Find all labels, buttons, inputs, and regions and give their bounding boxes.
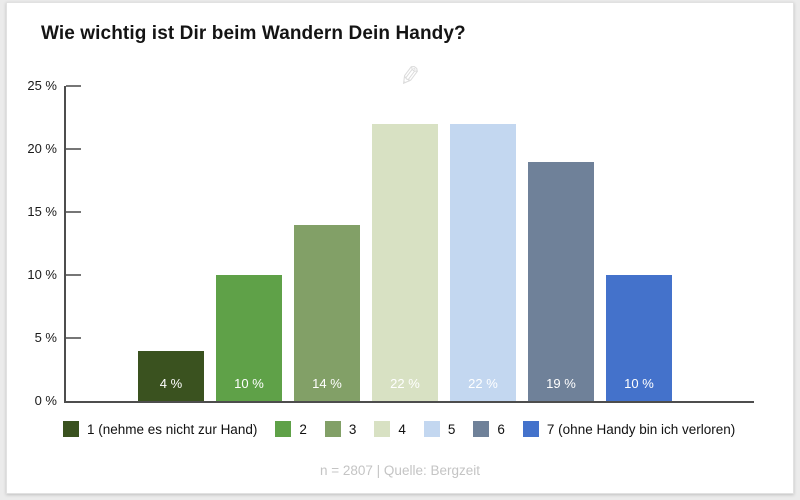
bar-value-label: 22 % bbox=[468, 376, 498, 391]
legend-item-4: 4 bbox=[374, 421, 406, 437]
y-tick-label: 10 % bbox=[27, 267, 57, 282]
legend-item-7: 7 (ohne Handy bin ich verloren) bbox=[522, 421, 736, 437]
chart-title: Wie wichtig ist Dir beim Wandern Dein Ha… bbox=[41, 23, 466, 44]
y-tick-mark bbox=[66, 337, 81, 339]
legend-item-2: 2 bbox=[275, 421, 307, 437]
legend-swatch-icon bbox=[275, 421, 292, 437]
legend-label: 1 (nehme es nicht zur Hand) bbox=[87, 421, 258, 437]
legend-label: 5 bbox=[447, 421, 456, 437]
legend-item-3: 3 bbox=[324, 421, 357, 437]
legend: 1 (nehme es nicht zur Hand) 2 3 4 5 6 7 (ohne … bbox=[63, 421, 735, 437]
legend-label: 7 (ohne Handy bin ich verloren) bbox=[546, 421, 736, 437]
bar-5: 22 % bbox=[450, 123, 516, 401]
legend-swatch-icon bbox=[473, 421, 490, 437]
bar-1: 4 % bbox=[138, 350, 204, 401]
legend-label: 3 bbox=[348, 421, 357, 437]
chart-card: Wie wichtig ist Dir beim Wandern Dein Ha… bbox=[6, 2, 794, 494]
legend-item-1: 1 (nehme es nicht zur Hand) bbox=[63, 421, 257, 437]
bar-value-label: 14 % bbox=[312, 376, 342, 391]
bar-group: 4 % 10 % 14 % 22 % 22 % 19 % 10 % bbox=[138, 86, 672, 401]
bar-2: 10 % bbox=[216, 275, 282, 401]
x-axis bbox=[64, 401, 754, 403]
y-tick-label: 5 % bbox=[34, 330, 57, 345]
legend-swatch-icon bbox=[374, 421, 391, 437]
legend-swatch-icon bbox=[324, 421, 341, 437]
y-tick-label: 25 % bbox=[27, 78, 57, 93]
bar-value-label: 22 % bbox=[390, 376, 420, 391]
bar-value-label: 4 % bbox=[159, 376, 183, 391]
y-tick-mark bbox=[66, 211, 81, 213]
bar-value-label: 10 % bbox=[624, 376, 654, 391]
legend-item-6: 6 bbox=[473, 421, 505, 437]
legend-label: 4 bbox=[398, 421, 406, 437]
legend-label: 2 bbox=[299, 421, 307, 437]
legend-label: 6 bbox=[497, 421, 505, 437]
y-axis bbox=[64, 86, 66, 401]
plot-area: 4 % 10 % 14 % 22 % 22 % 19 % 10 % 0 % 5 % 10 % 15… bbox=[27, 78, 754, 408]
bar-6: 19 % bbox=[528, 161, 594, 401]
bar-3: 14 % bbox=[294, 224, 360, 401]
bar-value-label: 10 % bbox=[234, 376, 264, 391]
y-tick-mark bbox=[66, 274, 81, 276]
legend-item-5: 5 bbox=[423, 421, 456, 437]
legend-swatch-icon bbox=[522, 421, 539, 437]
source-note: n = 2807 | Quelle: Bergzeit bbox=[320, 463, 480, 478]
y-tick-label: 15 % bbox=[27, 204, 57, 219]
y-tick-mark bbox=[66, 148, 81, 150]
legend-swatch-icon bbox=[423, 421, 440, 437]
y-tick-mark bbox=[66, 85, 81, 87]
legend-swatch-icon bbox=[63, 421, 79, 437]
y-tick-label: 0 % bbox=[34, 393, 57, 408]
bar-4: 22 % bbox=[372, 123, 438, 401]
bar-value-label: 19 % bbox=[546, 376, 576, 391]
bar-7: 10 % bbox=[606, 275, 672, 401]
y-tick-label: 20 % bbox=[27, 141, 57, 156]
